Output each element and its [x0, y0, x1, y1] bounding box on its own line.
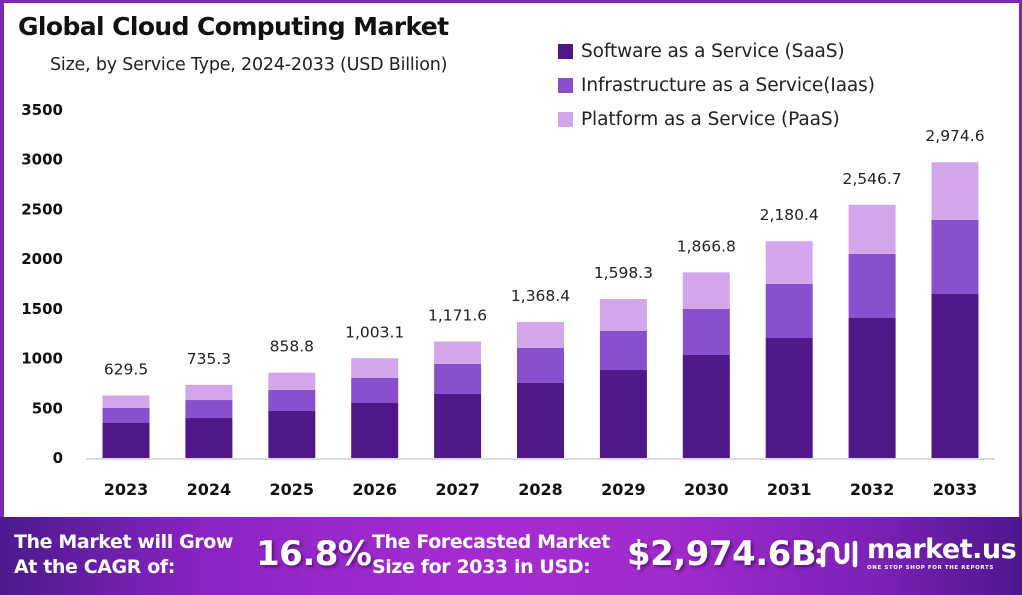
bar-segment-iaas	[434, 363, 482, 394]
total-data-label: 2,974.6	[925, 127, 984, 145]
logo-tagline: ONE STOP SHOP FOR THE REPORTS	[867, 565, 994, 571]
bar-segment-paas	[848, 204, 896, 254]
bar-segment-saas	[848, 318, 896, 458]
total-data-label: 735.3	[187, 350, 231, 368]
x-tick-label: 2026	[352, 480, 397, 499]
cagr-label-line2: At the CAGR of:	[14, 556, 175, 578]
chart-title: Global Cloud Computing Market	[18, 12, 449, 41]
y-tick-label: 1500	[21, 300, 63, 318]
y-tick-label: 1000	[21, 350, 63, 368]
market-us-logo: market.us ONE STOP SHOP FOR THE REPORTS	[815, 534, 1017, 571]
legend-swatch-iaas	[558, 77, 573, 93]
y-tick-label: 3500	[21, 101, 63, 119]
x-tick-label: 2023	[104, 480, 149, 499]
x-tick-label: 2025	[270, 480, 315, 499]
bar-segment-saas	[268, 410, 316, 458]
bar-segment-paas	[517, 321, 564, 348]
bar-segment-iaas	[848, 253, 896, 319]
y-axis: 0 500 1000 1500 2000 2500 3000 3500	[21, 101, 63, 467]
total-data-label: 2,180.4	[760, 206, 819, 224]
total-data-label: 2,546.7	[843, 170, 902, 188]
bar-segment-iaas	[102, 407, 150, 424]
forecast-label-line1: The Forecasted Market	[372, 531, 610, 553]
bar-segment-paas	[102, 395, 150, 408]
x-tick-label: 2029	[601, 480, 646, 499]
total-data-label: 1,866.8	[677, 237, 736, 255]
legend: Software as a Service (SaaS) Infrastruct…	[558, 34, 875, 136]
bar-segment-saas	[517, 382, 564, 458]
legend-label-iaas: Infrastructure as a Service(Iaas)	[581, 74, 875, 96]
total-data-label: 858.8	[270, 338, 314, 356]
cagr-label-line1: The Market will Grow	[14, 531, 234, 553]
bar-segment-iaas	[185, 400, 233, 419]
legend-item-iaas: Infrastructure as a Service(Iaas)	[558, 68, 875, 102]
bar-segment-paas	[599, 299, 647, 331]
chart-subtitle: Size, by Service Type, 2024-2033 (USD Bi…	[50, 55, 448, 75]
total-data-label: 1,368.4	[511, 287, 570, 305]
y-tick-label: 0	[53, 449, 63, 467]
bar-segment-iaas	[351, 377, 399, 404]
x-tick-label: 2031	[767, 480, 812, 499]
x-tick-label: 2027	[435, 480, 480, 499]
x-axis: 2023 2024 2025 2026 2027 2028 2029 2030 2031 2032…	[104, 480, 978, 499]
total-labels: 629.5 735.3 858.8 1,003.1 1,171.6 1,368.4 1,59…	[104, 127, 985, 378]
bar-segment-saas	[599, 370, 647, 458]
bar-segment-saas	[682, 354, 730, 458]
bar-segment-paas	[682, 272, 730, 309]
bar-segment-iaas	[765, 283, 813, 338]
legend-swatch-paas	[558, 111, 573, 127]
forecast-value: $2,974.6B	[627, 534, 817, 574]
bar-segment-iaas	[931, 219, 979, 294]
summary-banner: The Market will Grow At the CAGR of: 16.…	[0, 517, 1022, 595]
bar-segment-paas	[185, 384, 233, 401]
cagr-label: The Market will Grow At the CAGR of:	[14, 530, 233, 580]
bar-segment-saas	[765, 337, 813, 458]
bars	[102, 162, 979, 458]
legend-label-saas: Software as a Service (SaaS)	[581, 40, 845, 62]
x-tick-label: 2028	[518, 480, 563, 499]
total-data-label: 1,171.6	[428, 307, 487, 325]
bar-segment-saas	[931, 293, 979, 458]
bar-segment-paas	[931, 162, 979, 220]
x-tick-label: 2032	[850, 480, 895, 499]
legend-label-paas: Platform as a Service (PaaS)	[581, 108, 840, 130]
forecast-label: The Forecasted Market Size for 2033 in U…	[372, 530, 610, 580]
logo-name: market.us	[867, 534, 1017, 565]
x-tick-label: 2024	[187, 480, 232, 499]
bar-segment-saas	[434, 393, 482, 458]
bar-segment-paas	[351, 358, 399, 378]
y-tick-label: 2500	[21, 200, 63, 218]
forecast-label-line2: Size for 2033 in USD:	[372, 556, 591, 578]
x-tick-label: 2033	[933, 480, 978, 499]
bar-segment-iaas	[268, 389, 316, 411]
cagr-value: 16.8%	[256, 534, 372, 574]
bar-segment-saas	[102, 423, 150, 458]
bar-segment-saas	[351, 403, 399, 458]
x-tick-label: 2030	[684, 480, 729, 499]
total-data-label: 1,598.3	[594, 264, 653, 282]
bar-segment-paas	[268, 372, 316, 390]
legend-swatch-saas	[558, 43, 573, 59]
y-tick-label: 3000	[21, 151, 63, 169]
bar-segment-iaas	[682, 308, 730, 355]
bar-segment-paas	[765, 241, 813, 284]
market-us-logo-icon	[816, 540, 858, 567]
total-data-label: 629.5	[104, 360, 148, 378]
bar-segment-paas	[434, 341, 482, 364]
total-data-label: 1,003.1	[345, 323, 404, 341]
bar-segment-iaas	[517, 347, 564, 383]
y-tick-label: 2000	[21, 250, 63, 268]
y-tick-label: 500	[32, 399, 63, 417]
bar-segment-saas	[185, 418, 233, 458]
legend-item-paas: Platform as a Service (PaaS)	[558, 102, 875, 136]
bar-segment-iaas	[599, 330, 647, 371]
legend-item-saas: Software as a Service (SaaS)	[558, 34, 875, 68]
